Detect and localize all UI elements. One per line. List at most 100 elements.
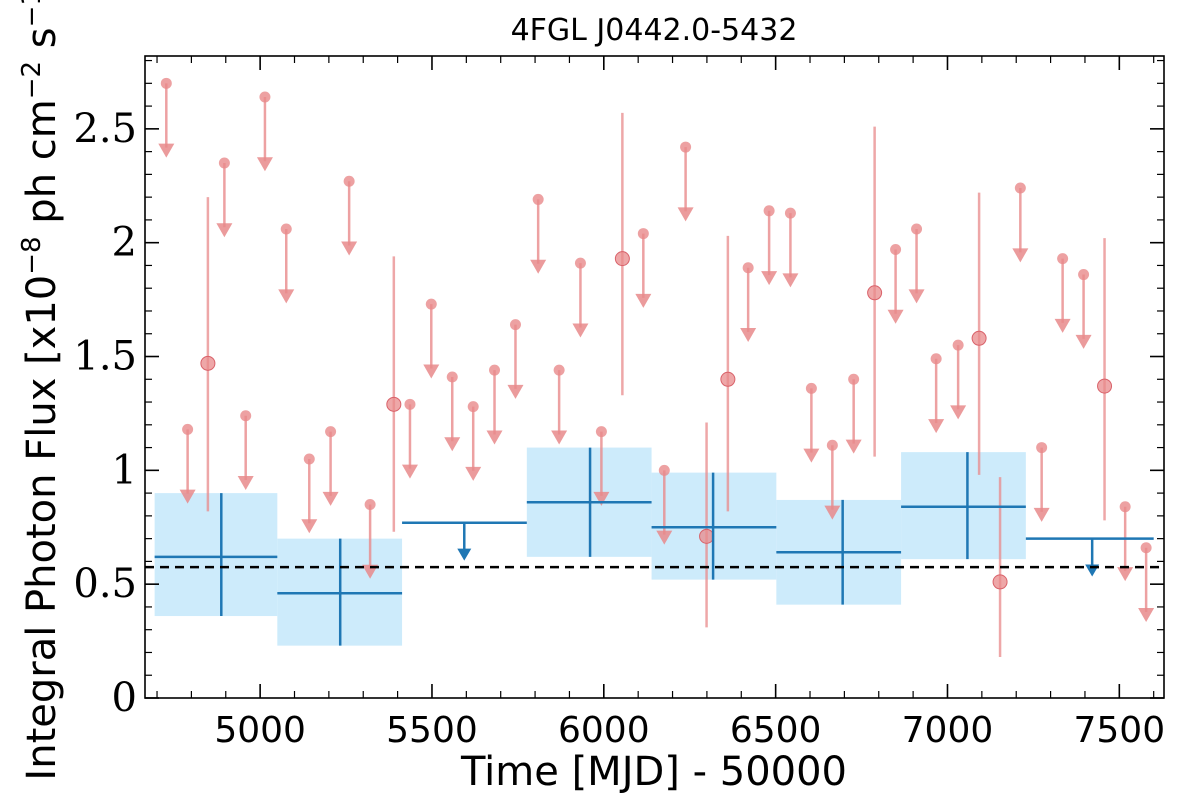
monthly-upper-limit-point [680, 141, 692, 153]
chart-title: 4FGL J0442.0-5432 [511, 13, 798, 48]
monthly-upper-limit-arrow [824, 505, 841, 520]
monthly-upper-limit-point [160, 77, 172, 89]
monthly-upper-limit-arrow [1054, 318, 1071, 333]
monthly-upper-limit-point [742, 262, 754, 274]
monthly-upper-limit-arrow [635, 293, 652, 308]
monthly-upper-limit-arrow [158, 143, 175, 158]
x-tick-label: 7500 [1074, 710, 1166, 751]
y-tick-label: 1 [112, 447, 137, 493]
monthly-upper-limit-point [574, 257, 586, 269]
monthly-upper-limit-arrow [740, 328, 757, 343]
monthly-upper-limit-point [218, 157, 230, 169]
monthly-flux-point [971, 330, 987, 346]
monthly-flux-point [200, 355, 216, 371]
monthly-upper-limit-point [1057, 253, 1069, 265]
monthly-upper-limit-arrow [761, 271, 778, 286]
monthly-upper-limit-arrow [322, 491, 339, 506]
monthly-upper-limit-arrow [803, 448, 820, 463]
monthly-upper-limit-arrow [572, 323, 589, 338]
monthly-upper-limit-point [280, 223, 292, 235]
monthly-upper-limit-point [509, 319, 521, 331]
monthly-upper-limit-arrow [887, 309, 904, 324]
monthly-upper-limit-arrow [465, 466, 482, 481]
monthly-flux-point [992, 574, 1008, 590]
monthly-upper-limit-point [182, 423, 194, 435]
x-tick-label: 5500 [386, 710, 478, 751]
monthly-upper-limit-point [1140, 542, 1152, 554]
monthly-upper-limit-point [911, 223, 923, 235]
monthly-upper-limit-arrow [530, 259, 547, 274]
monthly-upper-limit-point [805, 382, 817, 394]
monthly-upper-limit-point [1078, 269, 1090, 281]
y-tick-label: 0.5 [73, 561, 137, 607]
monthly-flux-point [386, 396, 402, 412]
axes: 5000 5500 6000 6500 7000 7500 0 0.5 1 1.5 2 2.5 [73, 56, 1165, 751]
monthly-upper-limit-arrow [216, 223, 233, 238]
monthly-upper-limit-arrow [656, 530, 673, 545]
x-tick-label: 7000 [902, 710, 994, 751]
monthly-upper-limit-point [259, 91, 271, 103]
monthly-upper-limit-point [763, 205, 775, 217]
yearly-upper-limit-arrow [457, 548, 472, 561]
plot-frame [144, 55, 1165, 699]
monthly-upper-limit-point [532, 193, 544, 205]
monthly-upper-limit-arrow [256, 157, 273, 172]
monthly-upper-limit-point [890, 244, 902, 256]
monthly-upper-limit-arrow [237, 476, 254, 490]
monthly-upper-limit-arrow [423, 364, 440, 379]
y-axis-label: Integral Photon Flux [x10−8 ph cm−2 s−1] [17, 0, 65, 781]
x-tick-label: 6000 [558, 710, 650, 751]
monthly-upper-limit-arrow [1138, 608, 1155, 623]
monthly-upper-limit-point [826, 439, 838, 451]
y-tick-label: 0 [112, 675, 137, 721]
x-tick-label: 5000 [214, 710, 306, 751]
monthly-upper-limit-arrow [928, 419, 945, 434]
monthly-upper-limit-point [446, 371, 458, 383]
monthly-upper-limit-point [553, 364, 565, 376]
monthly-upper-limit-point [952, 339, 964, 351]
monthly-upper-limit-arrow [486, 430, 503, 445]
y-tick-label: 2 [112, 220, 137, 266]
monthly-upper-limit-arrow [179, 489, 196, 504]
plot-area [145, 77, 1164, 658]
monthly-flux-point [614, 251, 630, 267]
x-axis-label: Time [MJD] - 50000 [460, 749, 847, 795]
monthly-upper-limit-point [595, 426, 607, 438]
monthly-upper-limit-point [404, 398, 416, 410]
monthly-flux-point [699, 528, 715, 544]
monthly-upper-limit-arrow [1033, 507, 1050, 522]
monthly-flux-point [720, 371, 736, 387]
monthly-upper-limit-point [489, 364, 501, 376]
monthly-upper-limit-arrow [444, 437, 461, 452]
monthly-upper-limit-arrow [1075, 334, 1092, 349]
monthly-upper-limit-arrow [301, 519, 318, 534]
monthly-upper-limit-arrow [908, 289, 925, 304]
monthly-upper-limit-arrow [551, 430, 568, 445]
monthly-upper-limit-point [637, 228, 649, 240]
monthly-upper-limit-arrow [593, 491, 610, 506]
monthly-upper-limit-arrow [782, 273, 799, 288]
monthly-upper-limit-point [425, 298, 437, 310]
monthly-upper-limit-arrow [1117, 567, 1134, 582]
monthly-upper-limit-arrow [401, 464, 418, 479]
monthly-upper-limit-point [1119, 501, 1131, 513]
yearly-flux-band [154, 493, 278, 617]
monthly-upper-limit-point [303, 453, 315, 465]
monthly-upper-limit-point [1014, 182, 1026, 194]
monthly-upper-limit-arrow [950, 405, 967, 420]
monthly-flux-point [867, 285, 883, 301]
monthly-upper-limit-point [240, 410, 252, 422]
monthly-upper-limit-arrow [507, 384, 524, 399]
monthly-upper-limit-arrow [677, 207, 694, 222]
monthly-upper-limit-point [325, 426, 337, 438]
monthly-upper-limit-point [658, 464, 670, 476]
monthly-upper-limit-point [364, 498, 376, 510]
monthly-upper-limit-arrow [845, 439, 862, 454]
monthly-upper-limit-point [930, 353, 942, 365]
monthly-upper-limit-point [848, 373, 860, 385]
monthly-upper-limit-point [1036, 442, 1048, 454]
monthly-upper-limit-arrow [1012, 248, 1029, 263]
monthly-upper-limit-arrow [341, 241, 358, 256]
